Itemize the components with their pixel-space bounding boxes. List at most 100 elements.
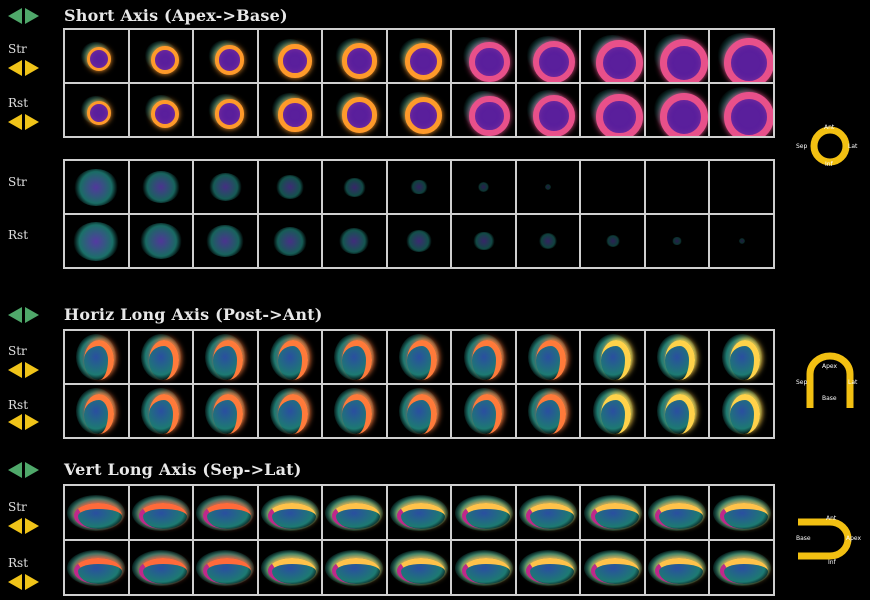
scan-slice-cell[interactable] (515, 214, 581, 268)
prev-arrow-icon[interactable] (8, 462, 22, 478)
scan-slice-cell[interactable] (709, 83, 774, 137)
scan-slice-cell[interactable] (257, 214, 323, 268)
scan-slice-cell[interactable] (644, 384, 710, 438)
scan-slice-cell[interactable] (193, 29, 258, 83)
scan-slice-cell[interactable] (515, 485, 581, 540)
scan-slice-cell[interactable] (257, 540, 323, 595)
prev-arrow-icon[interactable] (8, 307, 22, 323)
prev-arrow-icon[interactable] (8, 414, 22, 430)
scan-slice-cell[interactable] (644, 83, 710, 137)
scan-slice-cell[interactable] (451, 540, 516, 595)
scan-slice-cell[interactable] (64, 384, 129, 438)
scan-slice-cell[interactable] (257, 485, 323, 540)
scan-slice-cell[interactable] (515, 160, 581, 214)
scan-slice-cell[interactable] (644, 214, 710, 268)
scan-slice-cell[interactable] (709, 384, 774, 438)
scan-slice-cell[interactable] (386, 83, 452, 137)
scan-slice-cell[interactable] (386, 330, 452, 384)
prev-arrow-icon[interactable] (8, 60, 22, 76)
scan-slice-cell[interactable] (451, 29, 516, 83)
scan-slice-cell[interactable] (64, 160, 129, 214)
scan-slice-cell[interactable] (644, 540, 710, 595)
scan-slice-cell[interactable] (580, 160, 645, 214)
next-arrow-icon[interactable] (25, 114, 39, 130)
scan-slice-cell[interactable] (257, 384, 323, 438)
scan-slice-cell[interactable] (193, 485, 258, 540)
scan-slice-cell[interactable] (193, 83, 258, 137)
scan-slice-cell[interactable] (128, 83, 194, 137)
scan-slice-cell[interactable] (257, 29, 323, 83)
scan-slice-cell[interactable] (515, 83, 581, 137)
scan-slice-cell[interactable] (64, 330, 129, 384)
scan-slice-cell[interactable] (64, 214, 129, 268)
scan-slice-cell[interactable] (128, 330, 194, 384)
scan-slice-cell[interactable] (709, 540, 774, 595)
next-arrow-icon[interactable] (25, 60, 39, 76)
scan-slice-cell[interactable] (709, 29, 774, 83)
scan-slice-cell[interactable] (193, 330, 258, 384)
scan-slice-cell[interactable] (322, 160, 387, 214)
scan-slice-cell[interactable] (709, 485, 774, 540)
prev-arrow-icon[interactable] (8, 114, 22, 130)
scan-slice-cell[interactable] (322, 384, 387, 438)
scan-slice-cell[interactable] (580, 330, 645, 384)
next-arrow-icon[interactable] (25, 8, 39, 24)
scan-slice-cell[interactable] (64, 83, 129, 137)
scan-slice-cell[interactable] (128, 384, 194, 438)
prev-arrow-icon[interactable] (8, 362, 22, 378)
scan-slice-cell[interactable] (515, 330, 581, 384)
scan-slice-cell[interactable] (451, 83, 516, 137)
next-arrow-icon[interactable] (25, 414, 39, 430)
scan-slice-cell[interactable] (709, 330, 774, 384)
scan-slice-cell[interactable] (322, 485, 387, 540)
scan-slice-cell[interactable] (128, 29, 194, 83)
scan-slice-cell[interactable] (644, 485, 710, 540)
scan-slice-cell[interactable] (322, 540, 387, 595)
scan-slice-cell[interactable] (709, 214, 774, 268)
scan-slice-cell[interactable] (709, 160, 774, 214)
next-arrow-icon[interactable] (25, 574, 39, 590)
scan-slice-cell[interactable] (644, 330, 710, 384)
scan-slice-cell[interactable] (386, 214, 452, 268)
scan-slice-cell[interactable] (451, 485, 516, 540)
prev-arrow-icon[interactable] (8, 518, 22, 534)
scan-slice-cell[interactable] (193, 384, 258, 438)
next-arrow-icon[interactable] (25, 362, 39, 378)
scan-slice-cell[interactable] (128, 540, 194, 595)
scan-slice-cell[interactable] (128, 160, 194, 214)
scan-slice-cell[interactable] (451, 384, 516, 438)
scan-slice-cell[interactable] (580, 29, 645, 83)
scan-slice-cell[interactable] (580, 83, 645, 137)
prev-arrow-icon[interactable] (8, 574, 22, 590)
scan-slice-cell[interactable] (580, 214, 645, 268)
scan-slice-cell[interactable] (257, 330, 323, 384)
scan-slice-cell[interactable] (322, 83, 387, 137)
scan-slice-cell[interactable] (128, 485, 194, 540)
scan-slice-cell[interactable] (257, 160, 323, 214)
scan-slice-cell[interactable] (257, 83, 323, 137)
next-arrow-icon[interactable] (25, 518, 39, 534)
scan-slice-cell[interactable] (64, 485, 129, 540)
scan-slice-cell[interactable] (386, 160, 452, 214)
scan-slice-cell[interactable] (64, 540, 129, 595)
scan-slice-cell[interactable] (64, 29, 129, 83)
scan-slice-cell[interactable] (193, 214, 258, 268)
scan-slice-cell[interactable] (386, 29, 452, 83)
scan-slice-cell[interactable] (580, 485, 645, 540)
scan-slice-cell[interactable] (451, 330, 516, 384)
scan-slice-cell[interactable] (451, 214, 516, 268)
scan-slice-cell[interactable] (451, 160, 516, 214)
scan-slice-cell[interactable] (322, 214, 387, 268)
next-arrow-icon[interactable] (25, 462, 39, 478)
scan-slice-cell[interactable] (515, 540, 581, 595)
scan-slice-cell[interactable] (644, 160, 710, 214)
scan-slice-cell[interactable] (580, 384, 645, 438)
scan-slice-cell[interactable] (515, 384, 581, 438)
scan-slice-cell[interactable] (515, 29, 581, 83)
scan-slice-cell[interactable] (386, 540, 452, 595)
scan-slice-cell[interactable] (322, 29, 387, 83)
scan-slice-cell[interactable] (386, 384, 452, 438)
scan-slice-cell[interactable] (128, 214, 194, 268)
scan-slice-cell[interactable] (386, 485, 452, 540)
scan-slice-cell[interactable] (193, 160, 258, 214)
